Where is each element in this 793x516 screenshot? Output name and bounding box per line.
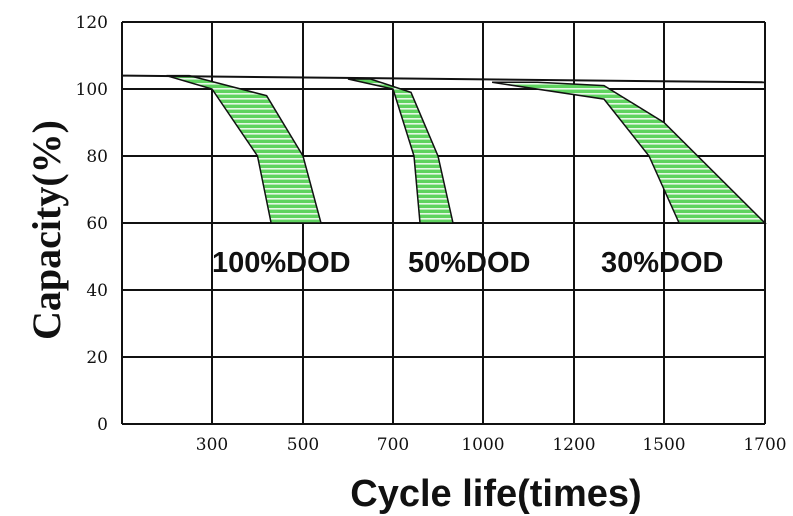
annotation-30-dod: 30%DOD [601,247,724,279]
y-tick-label: 120 [76,13,108,33]
x-tick-label: 1500 [642,435,685,455]
x-tick-label: 1200 [552,435,595,455]
dod-annotations: 100%DOD 50%DOD 30%DOD [212,247,724,279]
x-tick-label: 300 [196,435,228,455]
capacity-band-3 [491,81,767,224]
initial-capacity-line [121,74,766,84]
capacity-bands [166,74,767,224]
x-tick-label: 1700 [743,435,786,455]
y-tick-label: 20 [86,348,108,368]
annotation-100-dod: 100%DOD [212,247,351,279]
y-tick-label: 40 [86,281,108,301]
x-axis-ticks: 300 500 700 1000 1200 1500 1700 [196,435,787,455]
capacity-band-1 [166,74,322,224]
x-tick-label: 500 [287,435,319,455]
x-tick-label: 1000 [461,435,504,455]
y-axis-label: Capacity(%) [24,120,69,340]
capacity-band-2 [347,78,454,224]
y-tick-label: 100 [76,80,108,100]
y-tick-label: 60 [86,214,108,234]
annotation-50-dod: 50%DOD [408,247,531,279]
y-axis-ticks: 0 20 40 60 80 100 120 [76,13,108,435]
x-axis-label: Cycle life(times) [350,473,641,515]
x-tick-label: 700 [377,435,409,455]
y-tick-label: 0 [97,415,108,435]
y-tick-label: 80 [86,147,108,167]
